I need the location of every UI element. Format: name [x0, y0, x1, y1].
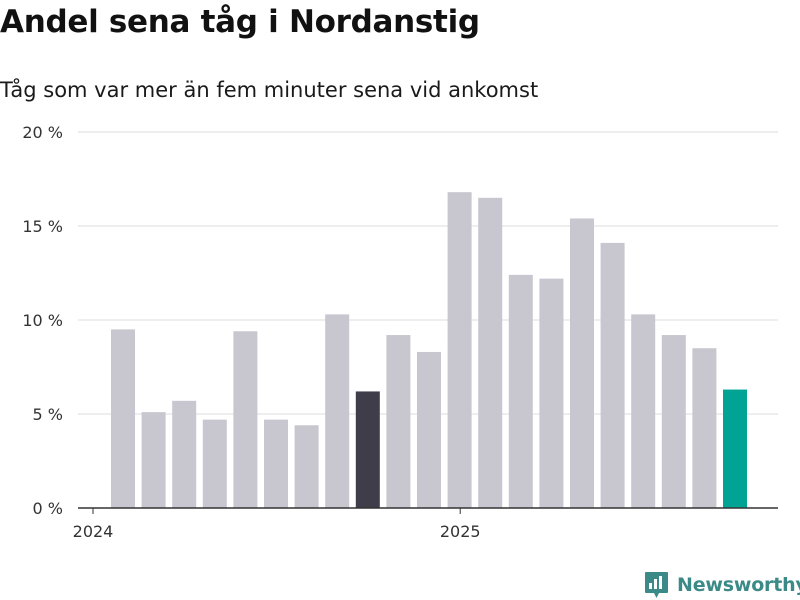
- y-tick-label: 20 %: [22, 123, 63, 142]
- y-tick-label: 0 %: [33, 499, 63, 518]
- bar-2024-09[interactable]: [355, 391, 380, 508]
- chart-title: Andel sena tåg i Nordanstig: [0, 4, 480, 40]
- bar-2024-07[interactable]: [294, 425, 319, 508]
- x-tick-label: 2025: [440, 522, 481, 541]
- bar-2024-11[interactable]: [417, 351, 441, 508]
- bar-2024-03[interactable]: [172, 400, 197, 508]
- bar-2024-12[interactable]: [447, 192, 472, 508]
- bar-2024-10[interactable]: [386, 335, 411, 508]
- bar-2024-02[interactable]: [141, 412, 166, 508]
- bar-2025-09[interactable]: [723, 389, 747, 508]
- brand-name: Newsworthy: [677, 574, 800, 596]
- newsworthy-logo[interactable]: Newsworthy: [644, 570, 800, 600]
- bar-2025-06[interactable]: [631, 314, 656, 508]
- y-tick-label: 5 %: [33, 405, 63, 424]
- newsworthy-logo-icon: [645, 571, 668, 598]
- x-tick-label: 2024: [73, 522, 114, 541]
- bar-2025-01[interactable]: [478, 197, 503, 509]
- bar-2025-08[interactable]: [692, 348, 717, 508]
- bar-2025-07[interactable]: [661, 335, 686, 508]
- y-tick-label: 10 %: [22, 311, 63, 330]
- chart-subtitle: Tåg som var mer än fem minuter sena vid …: [0, 78, 539, 102]
- bar-2024-01[interactable]: [111, 329, 135, 508]
- axes: 0 % 5 % 10 % 15 % 20 % 2024 2025: [22, 123, 778, 541]
- bar-2024-04[interactable]: [202, 419, 227, 508]
- y-tick-label: 15 %: [22, 217, 63, 236]
- bars: [111, 192, 747, 509]
- bar-2025-03[interactable]: [539, 278, 564, 508]
- bar-2024-08[interactable]: [325, 314, 350, 508]
- bar-2025-02[interactable]: [508, 274, 533, 508]
- bar-2024-05[interactable]: [233, 331, 258, 508]
- bar-2025-04[interactable]: [570, 218, 594, 509]
- bar-2025-05[interactable]: [600, 242, 625, 509]
- bar-2024-06[interactable]: [264, 419, 288, 508]
- bar-chart: 0 % 5 % 10 % 15 % 20 % 2024 2025: [22, 123, 778, 541]
